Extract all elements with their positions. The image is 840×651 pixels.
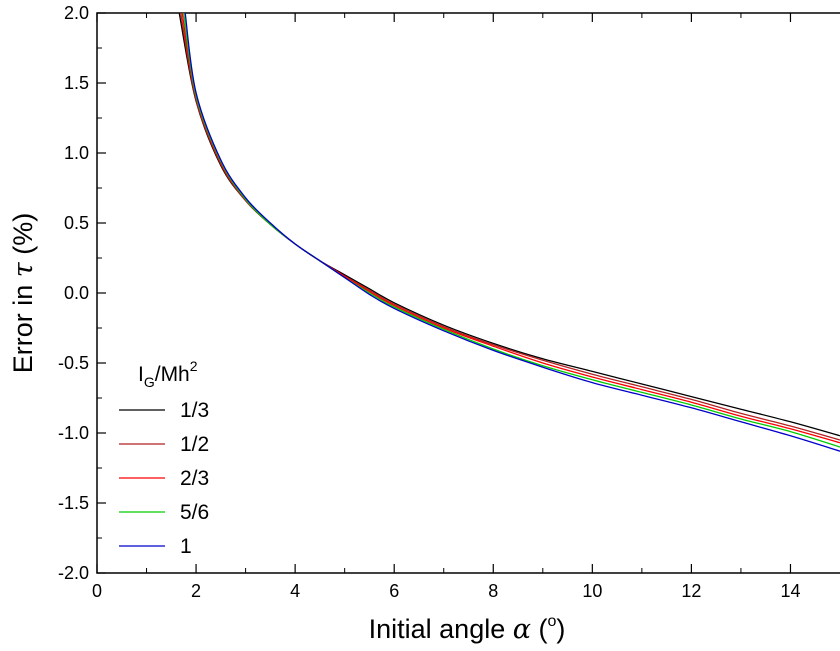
x-tick-label: 6 [389,581,399,601]
y-tick-label: -1.0 [58,423,89,443]
y-axis-ticks: 2.0 1.5 1.0 0.5 0.0 -0.5 -1.0 -1.5 -2.0 [58,3,106,583]
legend-label-1: 1/3 [180,399,209,422]
series-line-5 [184,12,840,452]
legend-label-3: 2/3 [180,467,209,490]
legend: IG/Mh2 1/3 1/2 2/3 5/6 1 [119,358,209,558]
series-line-3 [181,12,840,444]
x-axis-ticks: 0 2 4 6 8 10 12 14 [92,13,800,601]
x-tick-label: 8 [488,581,498,601]
x-tick-label: 0 [92,581,102,601]
y-tick-label: 0.5 [64,213,89,233]
x-tick-label: 12 [681,581,701,601]
legend-entries: 1/3 1/2 2/3 5/6 1 [119,399,209,558]
x-tick-label: 14 [780,581,800,601]
x-tick-label: 10 [582,581,602,601]
series-lines [178,12,840,452]
legend-label-2: 1/2 [180,433,209,456]
y-tick-label: 1.5 [64,73,89,93]
y-tick-label: -2.0 [58,563,89,583]
series-line-4 [183,12,840,448]
legend-label-4: 5/6 [180,501,209,524]
y-tick-label: -0.5 [58,353,89,373]
x-tick-label: 4 [290,581,300,601]
y-tick-label: -1.5 [58,493,89,513]
legend-title: IG/Mh2 [138,358,198,390]
y-axis-title: Error in τ (%) [8,213,39,373]
y-tick-label: 0.0 [64,283,89,303]
series-line-1 [178,12,840,437]
x-axis-title: Initial angle α (o) [369,613,566,645]
legend-label-5: 1 [180,535,192,558]
x-tick-label: 2 [191,581,201,601]
y-tick-label: 2.0 [64,3,89,23]
y-tick-label: 1.0 [64,143,89,163]
series-line-2 [180,12,840,441]
